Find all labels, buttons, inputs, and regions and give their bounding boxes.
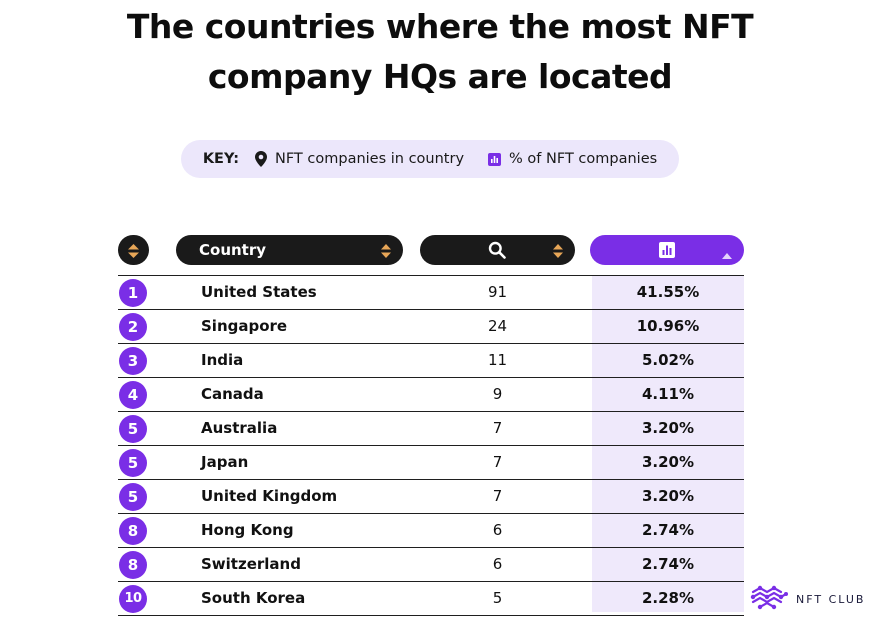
- rank-sort-header[interactable]: [118, 235, 149, 265]
- company-percent: 2.28%: [641, 589, 695, 607]
- country-name: Australia: [201, 419, 278, 437]
- rank-badge: 1: [119, 279, 147, 307]
- rank-badge: 4: [119, 381, 147, 409]
- data-table: 1 United States 91 41.55% 2 Singapore 24 10.96%…: [118, 275, 744, 616]
- company-percent: 2.74%: [641, 555, 695, 573]
- key-label: KEY:: [202, 151, 239, 167]
- table-row: 5 Japan 7 3.20%: [118, 445, 744, 479]
- rank-badge: 5: [119, 483, 147, 511]
- percent-column-highlight: [592, 275, 744, 612]
- rank-badge: 3: [119, 347, 147, 375]
- molecule-logo-icon: [750, 583, 788, 615]
- company-count: 7: [492, 419, 503, 437]
- location-pin-icon: [255, 151, 267, 167]
- company-percent: 2.74%: [641, 521, 695, 539]
- rank-badge: 5: [119, 449, 147, 477]
- country-name: South Korea: [201, 589, 306, 607]
- key-item-companies-count: NFT companies in country: [275, 151, 465, 167]
- brand-name: NFT CLUB: [796, 592, 866, 606]
- bar-chart-icon: [488, 152, 502, 166]
- company-percent: 3.20%: [641, 419, 695, 437]
- company-percent: 5.02%: [641, 351, 695, 369]
- company-count: 11: [487, 351, 508, 369]
- company-count: 9: [492, 385, 503, 403]
- title-line-1: The countries where the most NFT: [126, 7, 754, 46]
- company-percent: 3.20%: [641, 487, 695, 505]
- sort-arrows-icon: [381, 243, 391, 262]
- table-row: 8 Switzerland 6 2.74%: [118, 547, 744, 581]
- table-row: 5 Australia 7 3.20%: [118, 411, 744, 445]
- rank-badge: 5: [119, 415, 147, 443]
- company-percent: 3.20%: [641, 453, 695, 471]
- company-percent: 10.96%: [636, 317, 700, 335]
- percent-sort-header[interactable]: [590, 235, 744, 265]
- country-name: India: [201, 351, 244, 369]
- count-sort-header[interactable]: [420, 235, 575, 265]
- rank-badge: 10: [119, 585, 147, 613]
- key-item-percent: % of NFT companies: [509, 151, 658, 167]
- company-count: 6: [492, 521, 503, 539]
- bar-chart-icon: [659, 242, 675, 262]
- page-title: The countries where the most NFT company…: [0, 2, 880, 102]
- country-name: Singapore: [201, 317, 288, 335]
- country-header-label: Country: [199, 241, 267, 259]
- table-row: 1 United States 91 41.55%: [118, 275, 744, 309]
- company-count: 91: [487, 283, 508, 301]
- table-row: 2 Singapore 24 10.96%: [118, 309, 744, 343]
- country-sort-header[interactable]: Country: [176, 235, 403, 265]
- rank-badge: 2: [119, 313, 147, 341]
- country-name: Switzerland: [201, 555, 301, 573]
- country-name: Japan: [201, 453, 249, 471]
- country-name: Canada: [201, 385, 264, 403]
- title-line-2: company HQs are located: [207, 57, 673, 96]
- company-count: 24: [487, 317, 508, 335]
- table-row: 3 India 11 5.02%: [118, 343, 744, 377]
- sort-arrows-icon: [553, 243, 563, 262]
- company-percent: 41.55%: [636, 283, 700, 301]
- table-row: 10 South Korea 5 2.28%: [118, 581, 744, 616]
- sort-arrows-icon: [128, 243, 139, 262]
- company-count: 5: [492, 589, 503, 607]
- search-icon: [488, 241, 506, 263]
- table-row: 5 United Kingdom 7 3.20%: [118, 479, 744, 513]
- country-name: United States: [201, 283, 317, 301]
- rank-badge: 8: [119, 517, 147, 545]
- company-count: 6: [492, 555, 503, 573]
- company-count: 7: [492, 453, 503, 471]
- company-count: 7: [492, 487, 503, 505]
- rank-badge: 8: [119, 551, 147, 579]
- sort-up-arrow-icon: [722, 245, 732, 264]
- country-name: Hong Kong: [201, 521, 294, 539]
- legend-key: KEY: NFT companies in country % of NFT c…: [181, 140, 679, 178]
- table-row: 4 Canada 9 4.11%: [118, 377, 744, 411]
- brand-logo: NFT CLUB: [750, 585, 865, 613]
- company-percent: 4.11%: [641, 385, 695, 403]
- table-row: 8 Hong Kong 6 2.74%: [118, 513, 744, 547]
- country-name: United Kingdom: [201, 487, 338, 505]
